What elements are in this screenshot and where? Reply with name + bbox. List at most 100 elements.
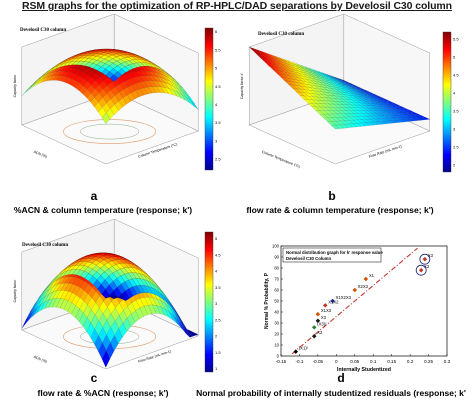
colorbar-tick-label: 3.5 — [215, 120, 221, 125]
colorbar — [204, 231, 214, 373]
colorbar-tick-label: 5 — [215, 236, 218, 241]
colorbar-tick-label: 5.5 — [453, 37, 459, 42]
data-point — [422, 256, 428, 262]
panel-d-letter: d — [337, 371, 345, 385]
point-label: X3 — [428, 253, 434, 258]
surface-cell — [109, 74, 119, 82]
surface-panel-b: Flow Rate (mL min-1)Column Temperature (… — [240, 13, 459, 173]
colorbar-tick-label: 2.5 — [453, 144, 459, 149]
plot-frame — [280, 245, 448, 357]
x-tick-label: 0.25 — [424, 359, 433, 364]
x-axis-label: Internally Studentized — [337, 367, 391, 373]
data-point — [315, 311, 321, 317]
x-tick-label: 0 — [335, 359, 338, 364]
point-label: X3 — [321, 315, 327, 320]
plot-title: Normal distribution graph for k' respons… — [286, 250, 383, 255]
colorbar-tick-label: 1.5 — [215, 350, 221, 355]
point-label: (X3)² — [317, 321, 327, 326]
y-tick-label: 70 — [274, 277, 279, 282]
highlight-circle — [415, 264, 427, 276]
panel-a-caption: %ACN & column temperature (response; k') — [13, 205, 193, 215]
x-tick-label: 0.05 — [350, 359, 359, 364]
floor-contour — [63, 119, 157, 144]
highlight-circle — [419, 253, 431, 265]
data-point — [330, 298, 335, 304]
figure-title: RSM graphs for the optimization of RP-HP… — [22, 0, 452, 12]
y-tick-label: 50 — [274, 299, 279, 304]
surface-cell — [339, 78, 348, 83]
colorbar — [442, 31, 452, 173]
panel-b-caption: flow rate & column temperature (response… — [246, 205, 434, 215]
colorbar-tick-label: 5 — [215, 66, 218, 71]
panel-c-caption: flow rate & %ACN (response; k') — [37, 388, 169, 398]
data-point — [311, 325, 317, 330]
x-tick-label: -0.15 — [276, 359, 287, 364]
panel-a-letter: a — [90, 189, 98, 203]
colorbar-tick-label: 4 — [215, 269, 218, 274]
y-tick-label: 0 — [277, 354, 280, 359]
y-tick-label: 30 — [274, 321, 279, 326]
floor-contour — [79, 123, 140, 140]
data-point — [315, 318, 321, 324]
panel-c-letter: c — [90, 371, 98, 385]
colorbar-tick-label: 4.5 — [215, 252, 221, 257]
x-tick-label: -0.05 — [313, 359, 324, 364]
y-axis-label: Normal % Probability, P — [264, 272, 270, 329]
colorbar-tick-label: 2 — [453, 162, 456, 167]
data-point — [418, 267, 424, 273]
point-label: X2 — [424, 264, 430, 269]
z-axis-label: Capacity factor — [13, 279, 17, 302]
colorbar-tick-label: 3.5 — [453, 108, 459, 113]
data-point — [293, 349, 299, 354]
x-tick-label: 0.3 — [444, 359, 451, 364]
y-tick-label: 20 — [274, 332, 279, 337]
colorbar-tick-label: 2 — [215, 334, 218, 339]
colorbar-tick-label: 4.5 — [453, 73, 459, 78]
y-tick-label: 100 — [272, 244, 280, 249]
colorbar-tick-label: 5 — [453, 55, 456, 60]
point-label: X1 — [369, 273, 375, 278]
colorbar-tick-label: 3 — [453, 126, 456, 131]
surface-cell — [109, 295, 119, 299]
colorbar-tick-label: 2.5 — [215, 157, 221, 162]
y-tick-label: 40 — [274, 310, 279, 315]
surface-title: Develosil C30 column — [20, 28, 66, 33]
surface-title: Develosil C30 column — [22, 243, 68, 248]
surface-panel-c: Flow Rate (mL min-1)ACN (%)Capacity fact… — [13, 218, 221, 373]
colorbar-tick-label: 6 — [215, 29, 218, 34]
data-point — [352, 287, 358, 293]
y-tick-label: 10 — [274, 343, 279, 348]
plot-subtitle: Develosil C30 Column — [286, 256, 332, 261]
z-axis-label: Capacity factor — [13, 74, 17, 97]
colorbar-tick-label: 4 — [215, 102, 218, 107]
probability-panel-d: -0.15 -0.1 -0.05 0 0.05 0.1 0.15 0.2 0.25 0.3 0 10 2… — [264, 244, 451, 373]
data-point — [323, 303, 328, 308]
surface-panel-a: Column Temperature (°C)ACN (%)Capacity f… — [13, 13, 221, 171]
colorbar-tick-label: 2.5 — [215, 317, 221, 322]
y-axis-label: Column Temperature (°C) — [261, 150, 300, 169]
colorbar-tick-label: 4.5 — [215, 84, 221, 89]
point-label: (X1)² — [299, 346, 309, 351]
y-tick-label: 60 — [274, 288, 279, 293]
x-tick-label: 0.1 — [370, 359, 377, 364]
point-label: X1X3 — [321, 308, 332, 313]
point-label: X2 — [317, 330, 323, 335]
y-tick-label: 80 — [274, 266, 279, 271]
panel-d-caption: Normal probability of internally student… — [196, 388, 466, 398]
colorbar-tick-label: 4 — [453, 91, 456, 96]
colorbar-tick-label: 5.5 — [215, 47, 221, 52]
point-label: X2X3 — [358, 284, 369, 289]
colorbar-tick-label: 3.5 — [215, 285, 221, 290]
x-tick-label: 0.2 — [407, 359, 414, 364]
point-label: X1X2X3 — [336, 295, 352, 300]
colorbar-tick-label: 3 — [215, 138, 218, 143]
data-point — [363, 276, 369, 282]
legend-box — [282, 247, 382, 263]
y-axis-label: ACN (%) — [33, 355, 48, 364]
y-axis-label: ACN (%) — [33, 150, 48, 159]
data-point — [311, 333, 317, 339]
colorbar — [204, 27, 214, 171]
colorbar-tick-label: 1 — [215, 366, 218, 371]
